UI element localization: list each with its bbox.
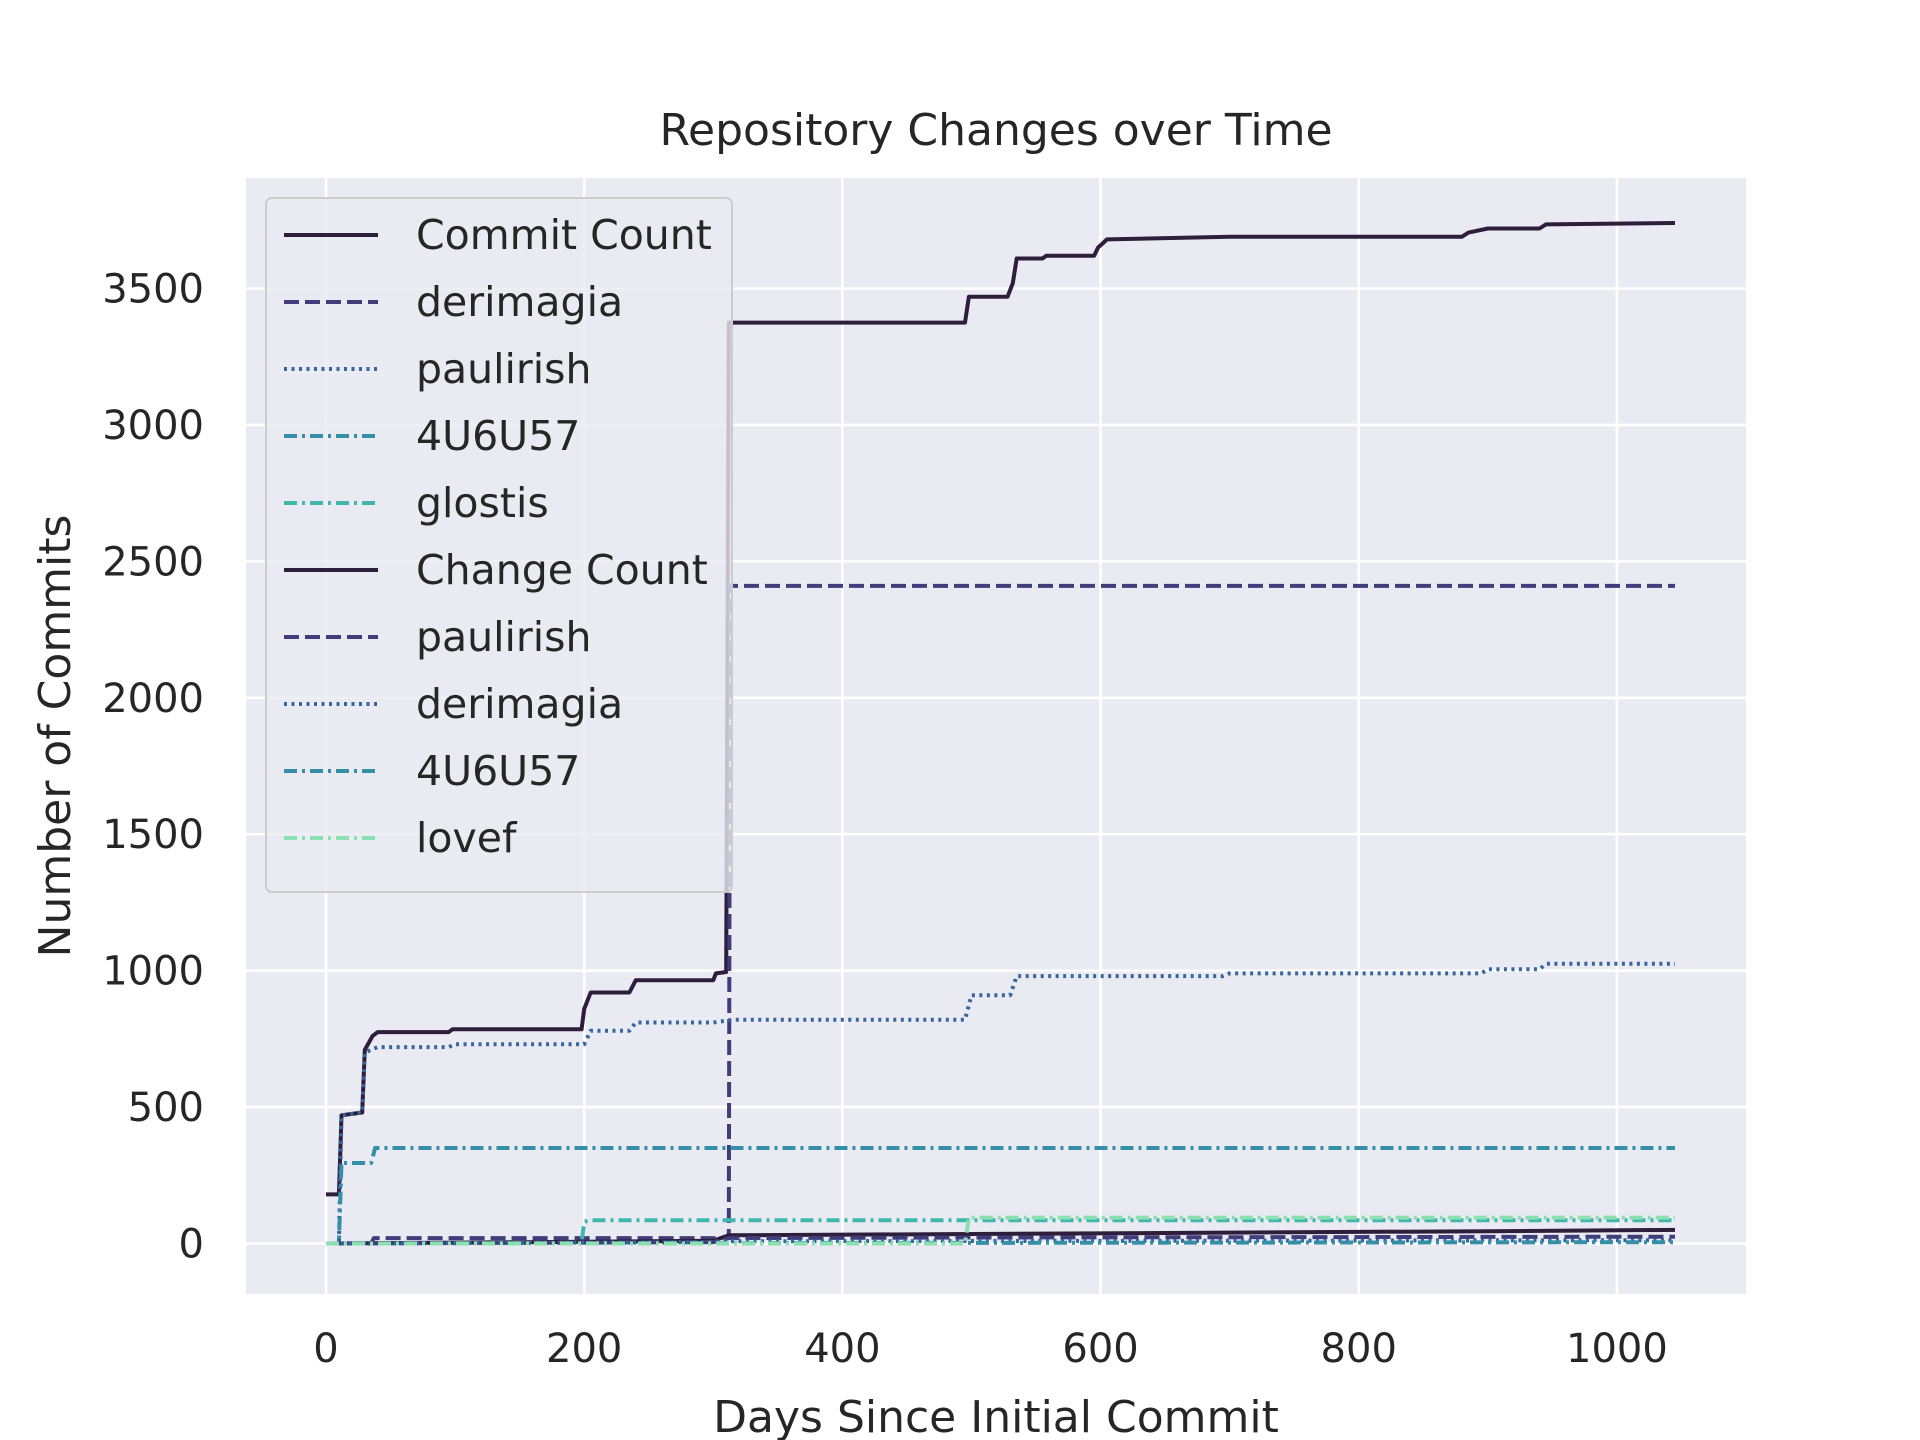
- legend-label-3: paulirish: [416, 345, 592, 393]
- y-axis-label: Number of Commits: [30, 515, 81, 958]
- y-tick-label: 1500: [102, 812, 204, 858]
- y-tick-label: 2500: [102, 539, 204, 585]
- legend-label-7: paulirish: [416, 613, 592, 661]
- x-tick-label: 0: [313, 1326, 338, 1372]
- legend-label-8: derimagia: [416, 680, 623, 728]
- x-tick-label: 400: [804, 1326, 880, 1372]
- legend-label-2: derimagia: [416, 278, 623, 326]
- legend: Commit Count derimagia paulirish 4U6U57 glos…: [265, 197, 733, 893]
- series-line-10: [326, 1215, 1675, 1246]
- legend-label-5: glostis: [416, 479, 549, 527]
- y-tick-labels: 0 500 1000 1500 2000 2500 3000 3500: [102, 267, 204, 1268]
- y-tick-label: 2000: [102, 676, 204, 722]
- y-tick-label: 3000: [102, 403, 204, 449]
- x-tick-label: 200: [546, 1326, 622, 1372]
- x-tick-label: 1000: [1566, 1326, 1668, 1372]
- y-tick-label: 3500: [102, 267, 204, 313]
- x-tick-label: 600: [1062, 1326, 1138, 1372]
- x-axis-label: Days Since Initial Commit: [713, 1392, 1279, 1440]
- x-tick-labels: 0 200 400 600 800 1000: [313, 1326, 1668, 1372]
- y-tick-label: 0: [179, 1222, 204, 1268]
- y-tick-label: 500: [128, 1085, 204, 1131]
- series-line-7: [325, 1234, 1676, 1246]
- legend-label-10: lovef: [416, 814, 518, 862]
- chart-title: Repository Changes over Time: [659, 105, 1332, 156]
- y-tick-label: 1000: [102, 949, 204, 995]
- legend-label-6: Change Count: [416, 546, 708, 594]
- legend-label-4: 4U6U57: [416, 412, 580, 460]
- x-tick-label: 800: [1321, 1326, 1397, 1372]
- legend-frame: [265, 197, 733, 893]
- series-line-9: [325, 1240, 1676, 1246]
- legend-label-1: Commit Count: [416, 211, 712, 259]
- legend-label-9: 4U6U57: [416, 747, 580, 795]
